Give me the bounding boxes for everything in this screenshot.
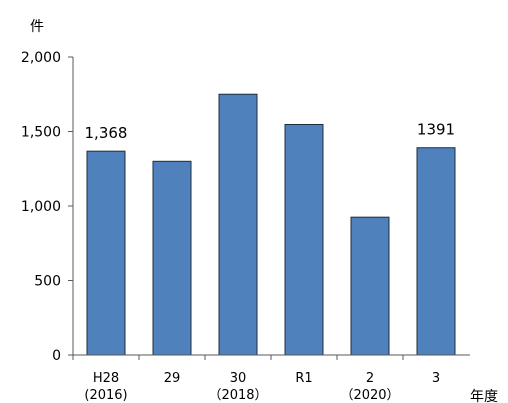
data-label: 1391 (417, 121, 455, 139)
data-label: 1,368 (85, 124, 128, 142)
x-axis: H28 (2016) 29 30 （2018） R1 2 （2020） 3 (72, 354, 470, 403)
x-tick-label: （2018） (208, 388, 267, 403)
bar (86, 150, 126, 356)
y-tick-label: 500 (34, 274, 61, 290)
x-tick-label: 30 (230, 371, 247, 386)
data-labels: 1,368 1391 (85, 121, 456, 142)
x-tick-label: 2 (366, 371, 374, 386)
x-axis-unit-label: 年度 (470, 389, 498, 403)
y-axis-unit-label: 件 (30, 19, 44, 35)
x-tick-label: 29 (164, 371, 181, 386)
bar (416, 147, 456, 356)
x-tick-label: (2016) (84, 388, 127, 403)
x-tick-label: H28 (93, 371, 119, 386)
y-axis: 0 500 1,000 1,500 2,000 (21, 50, 74, 364)
bar (218, 93, 258, 356)
y-tick-label: 2,000 (21, 50, 61, 66)
y-tick-label: 1,500 (21, 125, 61, 141)
bar (152, 160, 192, 356)
bar (284, 123, 324, 356)
bar (350, 216, 390, 356)
x-tick-label: （2020） (340, 388, 399, 403)
y-tick-label: 0 (52, 348, 61, 364)
y-tick-label: 1,000 (21, 199, 61, 215)
bars (86, 93, 456, 356)
x-tick-label: 3 (432, 371, 440, 386)
x-tick-label: R1 (295, 371, 312, 386)
